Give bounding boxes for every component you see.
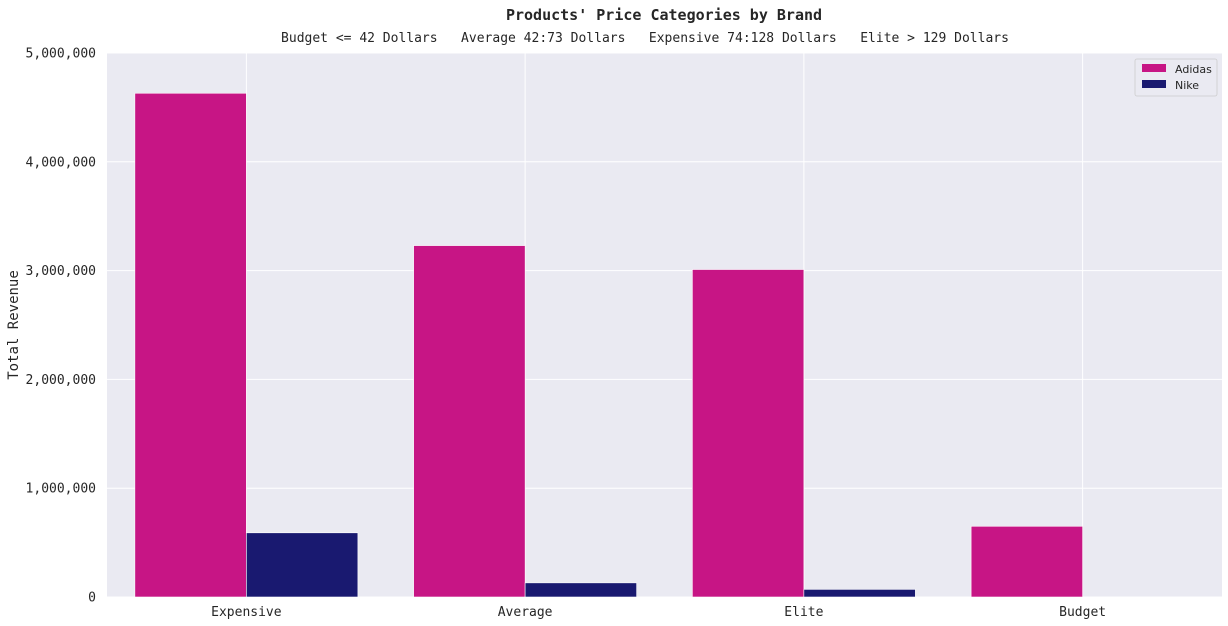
y-tick-label: 4,000,000 <box>26 155 96 170</box>
legend: Adidas Nike <box>1134 58 1218 97</box>
y-tick-label: 2,000,000 <box>26 373 96 388</box>
y-tick-label: 3,000,000 <box>26 264 96 279</box>
x-tick-label: Budget <box>1059 605 1106 620</box>
legend-swatch-nike <box>1142 80 1166 88</box>
y-tick-label: 5,000,000 <box>26 47 96 62</box>
y-tick-labels: 0 1,000,000 2,000,000 3,000,000 4,000,000 5,0… <box>26 47 96 606</box>
chart-title: Products' Price Categories by Brand <box>506 6 822 24</box>
bar-adidas-average <box>413 245 526 598</box>
grid-lines <box>107 52 1222 598</box>
legend-label-nike: Nike <box>1175 79 1199 92</box>
y-tick-label: 0 <box>88 591 96 606</box>
bar-nike-average <box>524 582 637 598</box>
chart-subtitle: Budget <= 42 Dollars Average 42:73 Dolla… <box>281 31 1009 46</box>
x-tick-labels: Expensive Average Elite Budget <box>211 605 1106 620</box>
bar-adidas-expensive <box>134 92 247 598</box>
x-tick-label: Expensive <box>211 605 282 620</box>
bars <box>134 92 1083 598</box>
x-tick-label: Average <box>498 605 553 620</box>
legend-swatch-adidas <box>1142 64 1166 72</box>
y-axis-label: Total Revenue <box>6 270 22 380</box>
bar-adidas-elite <box>692 269 805 598</box>
legend-label-adidas: Adidas <box>1175 63 1212 76</box>
y-tick-label: 1,000,000 <box>26 482 96 497</box>
bar-nike-expensive <box>246 532 359 598</box>
plot-area <box>107 53 1222 597</box>
bar-nike-elite <box>803 589 916 598</box>
x-tick-label: Elite <box>784 605 823 620</box>
bar-adidas-budget <box>970 525 1083 598</box>
